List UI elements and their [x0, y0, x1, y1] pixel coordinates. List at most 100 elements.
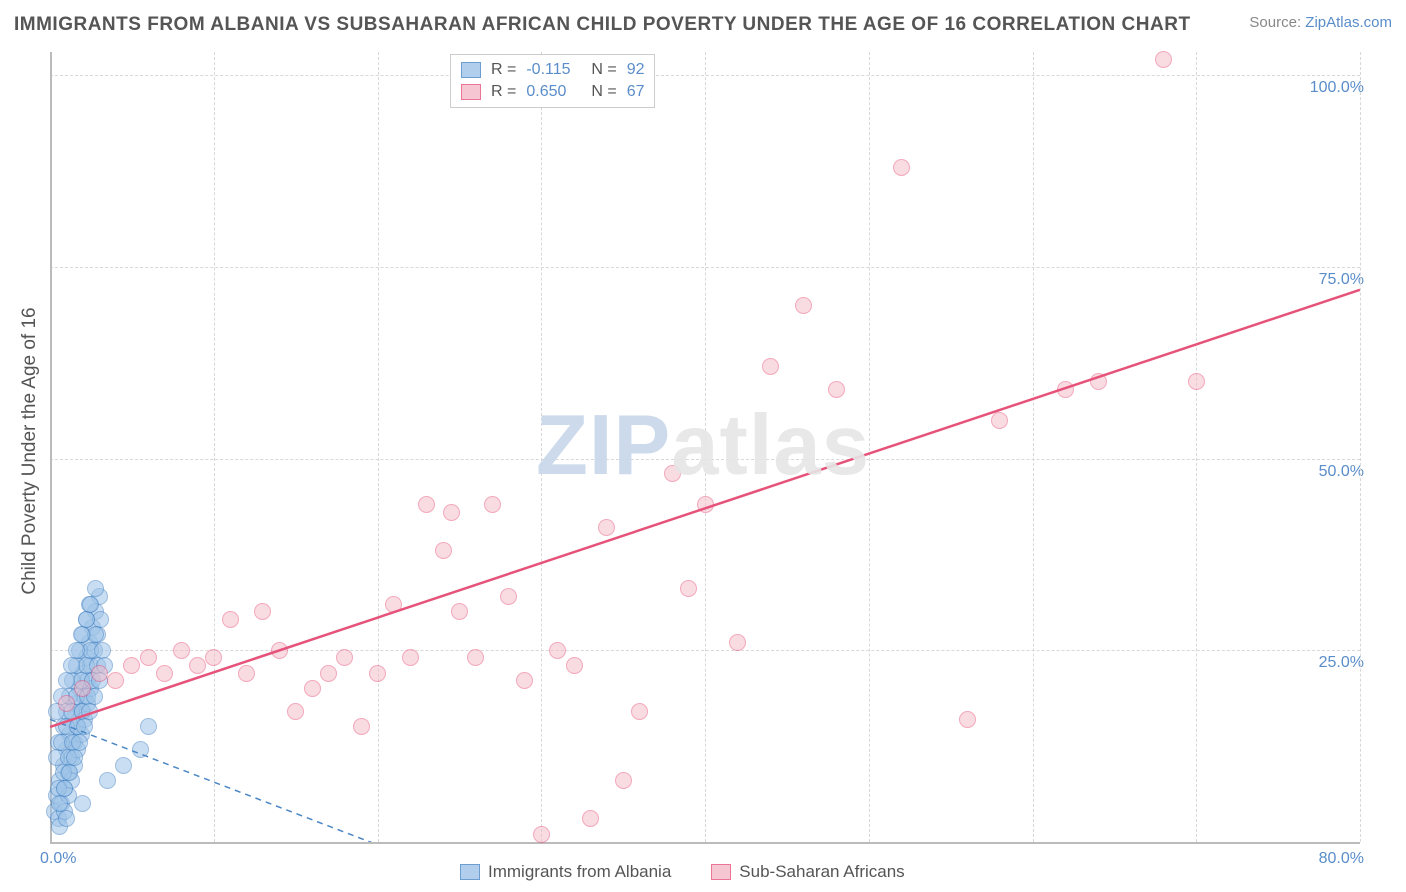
y-axis-label: Child Poverty Under the Age of 16 — [19, 251, 41, 651]
legend-n-label: N = — [591, 83, 616, 101]
data-point-subsaharan — [271, 642, 288, 659]
plot-area: 25.0%50.0%75.0%100.0%0.0%80.0% — [50, 52, 1360, 842]
legend-n-value: 67 — [627, 83, 645, 101]
source-attribution: Source: ZipAtlas.com — [1249, 14, 1392, 31]
data-point-subsaharan — [353, 718, 370, 735]
legend-stat-row-albania: R = -0.115 N = 92 — [461, 59, 644, 81]
data-point-subsaharan — [1155, 51, 1172, 68]
gridline-v — [1033, 52, 1034, 842]
data-point-subsaharan — [631, 703, 648, 720]
gridline-v — [378, 52, 379, 842]
y-tick-label: 75.0% — [1319, 271, 1364, 289]
data-point-subsaharan — [664, 465, 681, 482]
data-point-albania — [76, 718, 93, 735]
x-axis-line — [50, 842, 1360, 844]
gridline-v — [705, 52, 706, 842]
data-point-albania — [71, 734, 88, 751]
legend-r-value: 0.650 — [526, 83, 581, 101]
data-point-albania — [140, 718, 157, 735]
data-point-subsaharan — [615, 772, 632, 789]
y-axis-line — [50, 52, 52, 842]
legend-r-value: -0.115 — [526, 61, 581, 79]
data-point-subsaharan — [697, 496, 714, 513]
data-point-albania — [115, 757, 132, 774]
legend-r-label: R = — [491, 83, 516, 101]
data-point-subsaharan — [385, 596, 402, 613]
data-point-albania — [99, 772, 116, 789]
data-point-subsaharan — [435, 542, 452, 559]
data-point-subsaharan — [828, 381, 845, 398]
data-point-subsaharan — [598, 519, 615, 536]
legend-n-value: 92 — [627, 61, 645, 79]
legend-swatch-subsaharan — [711, 864, 731, 880]
y-tick-label: 100.0% — [1310, 79, 1364, 97]
legend-swatch-albania — [460, 864, 480, 880]
data-point-subsaharan — [189, 657, 206, 674]
data-point-albania — [74, 795, 91, 812]
data-point-subsaharan — [467, 649, 484, 666]
gridline-v — [1196, 52, 1197, 842]
data-point-albania — [78, 611, 95, 628]
gridline-v — [1360, 52, 1361, 842]
data-point-subsaharan — [443, 504, 460, 521]
data-point-subsaharan — [762, 358, 779, 375]
data-point-subsaharan — [1188, 373, 1205, 390]
data-point-subsaharan — [533, 826, 550, 843]
x-tick-label: 0.0% — [40, 850, 76, 868]
data-point-albania — [81, 703, 98, 720]
data-point-subsaharan — [451, 603, 468, 620]
data-point-albania — [58, 810, 75, 827]
gridline-v — [541, 52, 542, 842]
legend-stat-row-subsaharan: R = 0.650 N = 67 — [461, 81, 644, 103]
data-point-subsaharan — [500, 588, 517, 605]
source-value: ZipAtlas.com — [1305, 14, 1392, 31]
legend-r-label: R = — [491, 61, 516, 79]
y-tick-label: 50.0% — [1319, 463, 1364, 481]
data-point-subsaharan — [107, 672, 124, 689]
source-label: Source: — [1249, 14, 1305, 31]
gridline-v — [214, 52, 215, 842]
data-point-subsaharan — [893, 159, 910, 176]
gridline-v — [869, 52, 870, 842]
legend-n-label: N = — [591, 61, 616, 79]
data-point-subsaharan — [516, 672, 533, 689]
data-point-subsaharan — [991, 412, 1008, 429]
data-point-albania — [92, 611, 109, 628]
data-point-subsaharan — [336, 649, 353, 666]
data-point-subsaharan — [91, 665, 108, 682]
data-point-subsaharan — [566, 657, 583, 674]
data-point-subsaharan — [1090, 373, 1107, 390]
correlation-legend: R = -0.115 N = 92 R = 0.650 N = 67 — [450, 54, 655, 108]
data-point-subsaharan — [123, 657, 140, 674]
legend-item-subsaharan: Sub-Saharan Africans — [711, 862, 904, 882]
data-point-subsaharan — [549, 642, 566, 659]
data-point-albania — [63, 657, 80, 674]
data-point-subsaharan — [287, 703, 304, 720]
data-point-subsaharan — [418, 496, 435, 513]
data-point-subsaharan — [582, 810, 599, 827]
legend-item-albania: Immigrants from Albania — [460, 862, 671, 882]
data-point-subsaharan — [205, 649, 222, 666]
y-tick-label: 25.0% — [1319, 654, 1364, 672]
x-tick-label: 80.0% — [1319, 850, 1364, 868]
data-point-subsaharan — [304, 680, 321, 697]
data-point-subsaharan — [484, 496, 501, 513]
data-point-albania — [56, 780, 73, 797]
chart-container: IMMIGRANTS FROM ALBANIA VS SUBSAHARAN AF… — [0, 0, 1406, 892]
data-point-subsaharan — [680, 580, 697, 597]
data-point-subsaharan — [795, 297, 812, 314]
data-point-subsaharan — [369, 665, 386, 682]
legend-label-albania: Immigrants from Albania — [488, 862, 671, 882]
legend-label-subsaharan: Sub-Saharan Africans — [739, 862, 904, 882]
data-point-subsaharan — [729, 634, 746, 651]
data-point-albania — [132, 741, 149, 758]
data-point-subsaharan — [156, 665, 173, 682]
data-point-subsaharan — [320, 665, 337, 682]
data-point-subsaharan — [222, 611, 239, 628]
data-point-subsaharan — [959, 711, 976, 728]
legend-swatch-albania — [461, 62, 481, 78]
series-legend: Immigrants from Albania Sub-Saharan Afric… — [460, 862, 905, 882]
data-point-subsaharan — [140, 649, 157, 666]
data-point-subsaharan — [1057, 381, 1074, 398]
data-point-subsaharan — [402, 649, 419, 666]
